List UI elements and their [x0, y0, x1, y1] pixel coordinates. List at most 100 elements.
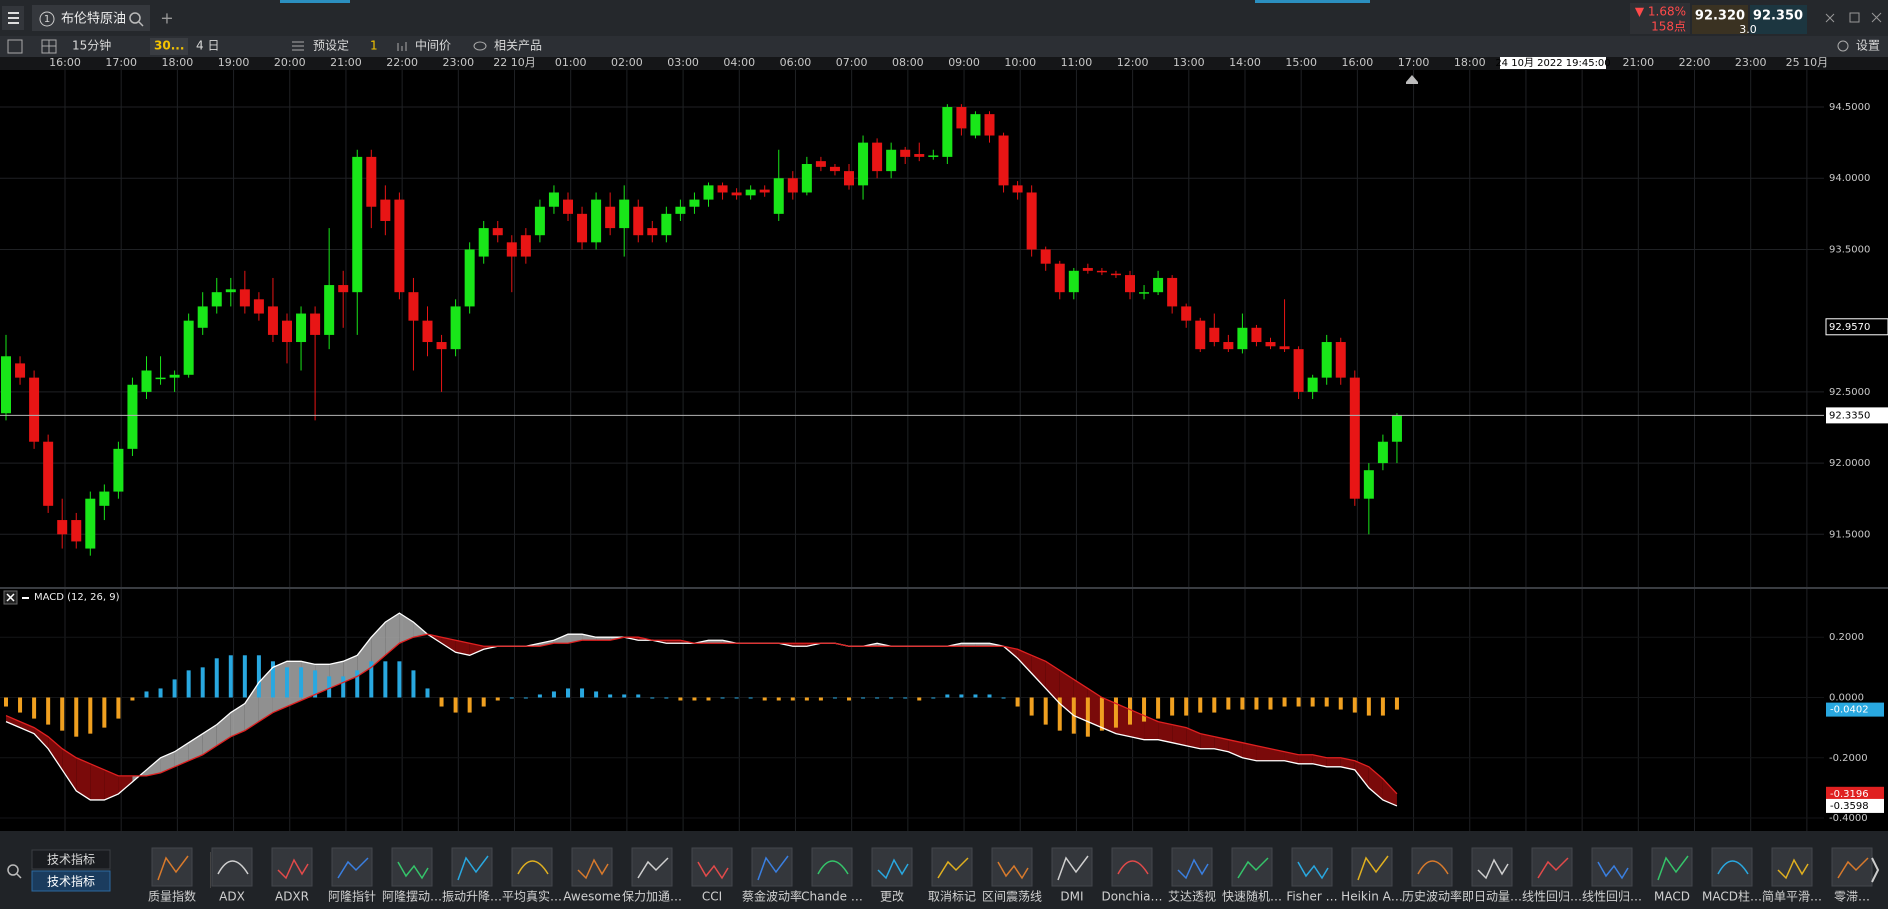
indicator-icon[interactable] [811, 847, 853, 887]
macd-area [553, 634, 568, 644]
indicator-icon[interactable] [1711, 847, 1753, 887]
window-controls[interactable] [1825, 12, 1882, 23]
indicator-icon[interactable] [1111, 847, 1153, 887]
indicator-label[interactable]: ADXR [275, 890, 309, 904]
chart-type-button[interactable] [150, 38, 188, 55]
indicator-icon[interactable] [211, 847, 253, 887]
indicator-glyph [1597, 861, 1629, 880]
indicator-label[interactable]: 线性回归… [1582, 890, 1642, 904]
search-icon[interactable] [129, 12, 144, 27]
histogram-bar [1366, 697, 1371, 716]
indicator-label[interactable]: 零滞… [1834, 890, 1870, 904]
indicator-icon[interactable] [511, 847, 553, 887]
indicator-glyph [877, 858, 909, 880]
macd-area [1045, 661, 1060, 704]
indicator-label[interactable]: 保力加通… [622, 890, 682, 904]
crosshair-label: 92.9570 [1829, 322, 1870, 333]
indicator-label[interactable]: 即日动量… [1462, 890, 1522, 904]
sell-price[interactable]: 92.320 [1695, 9, 1745, 24]
indicator-label[interactable]: 简单平滑… [1762, 890, 1822, 904]
candle-body [745, 189, 756, 196]
preset[interactable]: 预设定 [313, 38, 349, 53]
histogram-bar [1254, 697, 1259, 710]
indicator-label[interactable]: 更改 [880, 890, 904, 904]
histogram-bar [1212, 697, 1217, 713]
indicator-glyph [1117, 860, 1149, 875]
histogram-bar [1338, 697, 1343, 710]
indicator-label[interactable]: Heikin A… [1341, 890, 1403, 904]
histogram-bar [1085, 697, 1090, 737]
indicator-icon[interactable] [691, 847, 733, 887]
settings[interactable]: 设置 [1856, 39, 1880, 53]
candle-body [1307, 377, 1318, 392]
indicator-label[interactable]: 艾达透视 [1168, 889, 1216, 904]
candle-body [1335, 342, 1346, 378]
settings-icon[interactable] [1837, 40, 1849, 52]
indicator-icon[interactable] [1291, 847, 1333, 887]
indicator-label[interactable]: Awesome [563, 890, 621, 904]
indicator-label[interactable]: 阿隆摆动… [382, 889, 442, 904]
candle-body [71, 520, 82, 542]
indicator-label[interactable]: 线性回归… [1522, 890, 1582, 904]
indicator-label[interactable]: 历史波动率 [1402, 889, 1462, 904]
indicator-label[interactable]: Donchia… [1101, 890, 1162, 904]
menu-button[interactable] [2, 6, 24, 30]
indicator-label[interactable]: MACD柱… [1702, 889, 1762, 904]
indicator-label[interactable]: 蔡金波动率 [742, 889, 802, 904]
interval[interactable]: 15分钟 [72, 38, 111, 53]
panel-tab[interactable]: 技术指标 [47, 874, 95, 889]
indicator-icon[interactable] [1591, 847, 1633, 887]
panel-search[interactable] [7, 864, 22, 879]
candle-body [773, 178, 784, 214]
indicator-label[interactable]: 平均真实… [502, 889, 562, 904]
scroll-right[interactable] [1871, 857, 1880, 883]
histogram-bar [973, 694, 978, 698]
preset-count[interactable]: 1 [370, 39, 378, 53]
macd-area [1242, 742, 1257, 761]
histogram-bar [917, 697, 922, 701]
buy-price[interactable]: 92.350 [1753, 9, 1803, 24]
indicator-icon[interactable] [391, 847, 433, 887]
time-axis [0, 57, 1888, 70]
indicator-label[interactable]: ADX [219, 890, 245, 904]
indicator-icon[interactable] [1411, 847, 1453, 887]
chart-type[interactable]: 30... [154, 39, 184, 53]
indicator-label[interactable]: MACD [1654, 890, 1690, 904]
indicator-label[interactable]: Chande … [801, 890, 863, 904]
histogram-bar [692, 697, 697, 701]
indicator-label[interactable]: CCI [702, 890, 722, 904]
indicator-label[interactable]: Fisher … [1286, 890, 1337, 904]
indicator-label[interactable]: 区间震荡线 [982, 890, 1042, 904]
tab-button[interactable] [31, 849, 111, 870]
x-tick-label: 16:00 [49, 56, 81, 69]
macd-area [90, 763, 105, 800]
indicator-icon[interactable] [991, 847, 1033, 887]
indicator-label[interactable]: 质量指数 [148, 889, 196, 904]
icon[interactable] [7, 39, 23, 54]
buy-button[interactable] [1750, 5, 1807, 34]
panel-tab[interactable]: 技术指标 [47, 852, 95, 867]
candle-body [1195, 320, 1206, 350]
indicator-label[interactable]: 取消标记 [928, 890, 976, 904]
indicator-label[interactable]: 快速随机… [1222, 889, 1282, 904]
y-tick-label: 92.5000 [1829, 387, 1870, 398]
add-tab[interactable]: + [160, 9, 173, 28]
indicator-label[interactable]: DMI [1060, 890, 1083, 904]
x-tick-label: 17:00 [1398, 56, 1430, 69]
histogram-bar [1015, 697, 1020, 707]
range[interactable]: 4 日 [196, 39, 219, 53]
tab-title[interactable]: 布伦特原油 [61, 12, 126, 27]
indicator-label[interactable]: 振动升降… [442, 890, 502, 904]
indicator-icon[interactable] [931, 847, 973, 887]
histogram-bar [650, 697, 655, 699]
sell-button[interactable] [1692, 5, 1748, 34]
x-tick-label: 15:00 [1285, 56, 1317, 69]
tab-button[interactable] [31, 870, 111, 892]
candle-body [942, 107, 953, 157]
indicator-label[interactable]: 阿隆指针 [328, 889, 376, 904]
histogram-bar [1310, 697, 1315, 707]
price-type[interactable]: 中间价 [415, 38, 451, 53]
histogram-bar [425, 688, 430, 698]
related-products[interactable]: 相关产品 [494, 39, 542, 53]
home-marker[interactable] [1406, 75, 1418, 84]
